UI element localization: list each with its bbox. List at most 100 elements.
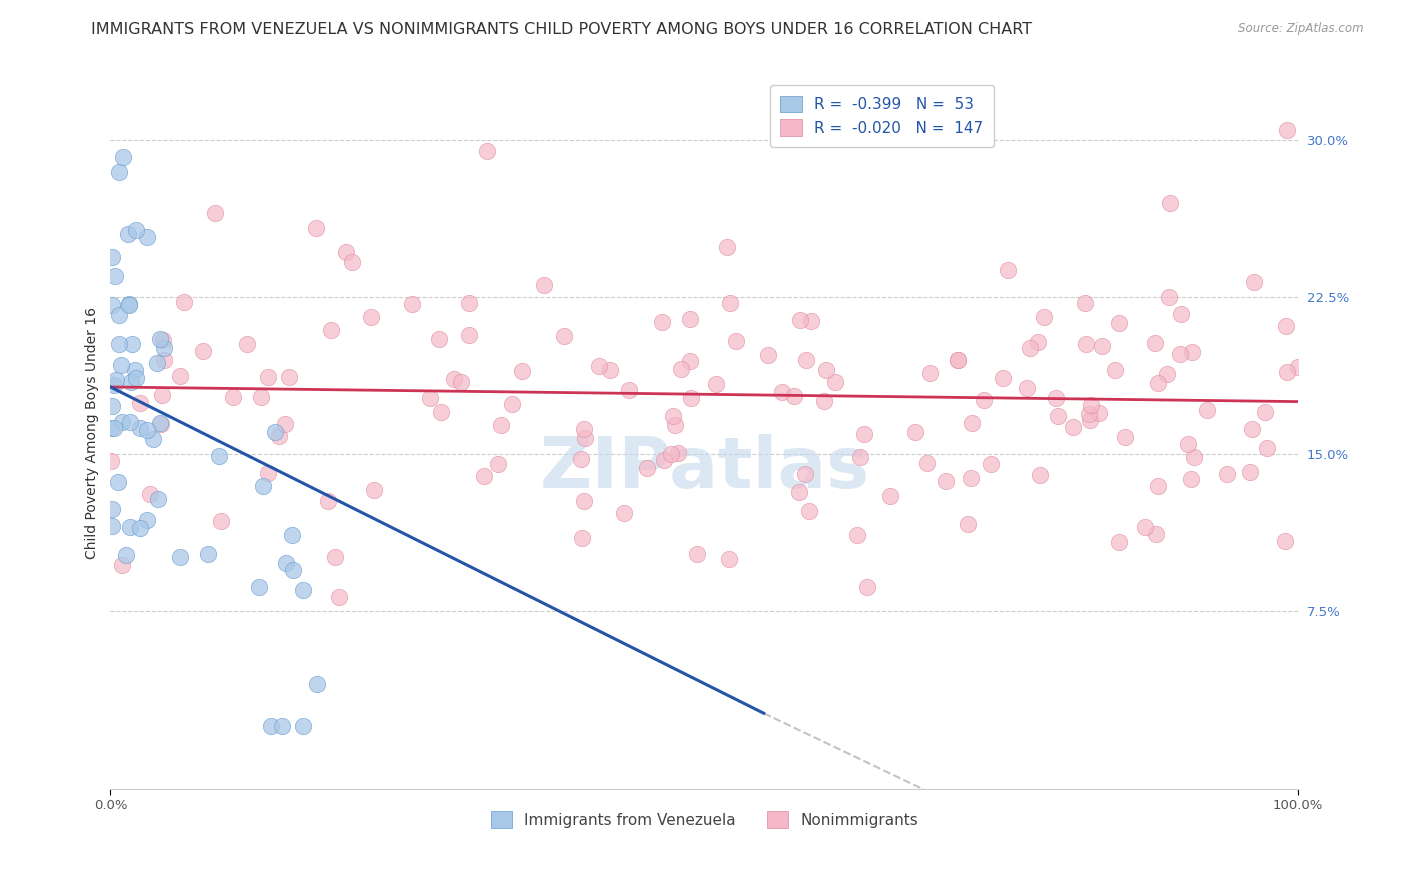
Point	[101, 250, 124, 264]
Point	[1108, 316, 1130, 330]
Point	[669, 362, 692, 376]
Point	[221, 390, 243, 404]
Point	[1277, 122, 1299, 136]
Point	[853, 427, 876, 442]
Point	[125, 223, 148, 237]
Point	[274, 417, 297, 431]
Point	[617, 383, 640, 397]
Point	[111, 415, 134, 429]
Point	[770, 384, 793, 399]
Point	[572, 494, 595, 508]
Point	[104, 373, 127, 387]
Point	[450, 375, 472, 389]
Point	[1091, 339, 1114, 353]
Point	[1026, 335, 1049, 350]
Point	[1028, 468, 1050, 483]
Point	[150, 388, 173, 402]
Point	[814, 363, 837, 377]
Point	[1239, 465, 1261, 479]
Point	[103, 421, 125, 435]
Point	[335, 244, 357, 259]
Point	[1157, 290, 1180, 304]
Point	[1240, 422, 1263, 436]
Point	[800, 314, 823, 328]
Point	[1062, 420, 1084, 434]
Point	[574, 431, 596, 445]
Point	[704, 376, 727, 391]
Point	[249, 580, 271, 594]
Point	[846, 528, 869, 542]
Point	[457, 295, 479, 310]
Point	[501, 397, 523, 411]
Point	[1074, 336, 1097, 351]
Point	[129, 421, 152, 435]
Point	[486, 457, 509, 471]
Point	[360, 310, 382, 324]
Point	[686, 547, 709, 561]
Point	[152, 333, 174, 347]
Point	[824, 375, 846, 389]
Point	[269, 429, 291, 443]
Point	[915, 456, 938, 470]
Point	[717, 552, 740, 566]
Point	[935, 474, 957, 488]
Point	[191, 344, 214, 359]
Point	[613, 506, 636, 520]
Point	[118, 519, 141, 533]
Point	[489, 418, 512, 433]
Text: IMMIGRANTS FROM VENEZUELA VS NONIMMIGRANTS CHILD POVERTY AMONG BOYS UNDER 16 COR: IMMIGRANTS FROM VENEZUELA VS NONIMMIGRAN…	[91, 22, 1032, 37]
Point	[110, 358, 132, 372]
Point	[204, 206, 226, 220]
Point	[472, 469, 495, 483]
Point	[281, 527, 304, 541]
Point	[1144, 527, 1167, 541]
Point	[100, 502, 122, 516]
Point	[1133, 520, 1156, 534]
Point	[305, 677, 328, 691]
Point	[789, 313, 811, 327]
Point	[879, 489, 901, 503]
Point	[305, 221, 328, 235]
Point	[1177, 437, 1199, 451]
Point	[146, 491, 169, 506]
Point	[1078, 413, 1101, 427]
Point	[120, 415, 142, 429]
Point	[571, 531, 593, 545]
Point	[904, 425, 927, 439]
Point	[946, 352, 969, 367]
Point	[856, 580, 879, 594]
Point	[153, 341, 176, 355]
Point	[636, 461, 658, 475]
Point	[1156, 367, 1178, 381]
Point	[1274, 533, 1296, 548]
Point	[1074, 295, 1097, 310]
Point	[128, 521, 150, 535]
Point	[1275, 365, 1298, 379]
Point	[169, 549, 191, 564]
Point	[1114, 430, 1136, 444]
Point	[136, 230, 159, 244]
Point	[118, 296, 141, 310]
Point	[136, 513, 159, 527]
Point	[291, 582, 314, 597]
Point	[458, 328, 481, 343]
Point	[117, 227, 139, 242]
Point	[173, 295, 195, 310]
Point	[136, 423, 159, 437]
Point	[443, 372, 465, 386]
Point	[756, 348, 779, 362]
Point	[142, 432, 165, 446]
Point	[679, 354, 702, 368]
Point	[149, 417, 172, 431]
Y-axis label: Child Poverty Among Boys Under 16: Child Poverty Among Boys Under 16	[86, 307, 100, 559]
Point	[107, 164, 129, 178]
Point	[291, 719, 314, 733]
Point	[1181, 344, 1204, 359]
Point	[997, 263, 1019, 277]
Point	[108, 308, 131, 322]
Point	[118, 297, 141, 311]
Point	[274, 557, 297, 571]
Point	[277, 370, 299, 384]
Point	[664, 418, 686, 433]
Point	[783, 389, 806, 403]
